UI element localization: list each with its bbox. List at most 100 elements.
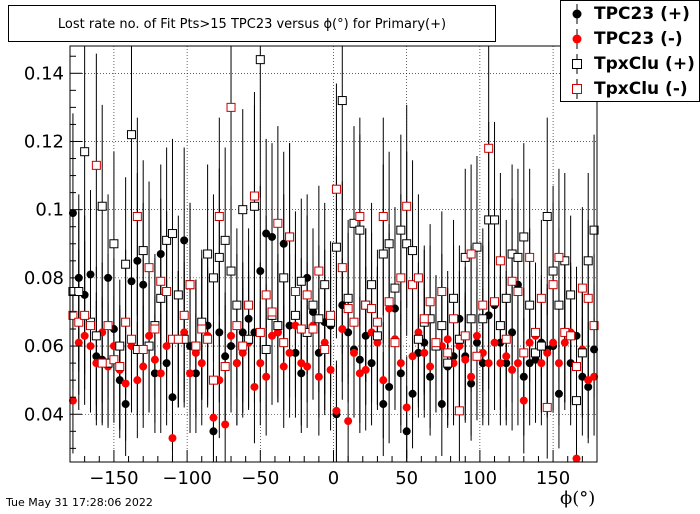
data-point xyxy=(531,355,540,364)
data-point xyxy=(168,393,177,402)
data-point xyxy=(97,201,107,211)
data-point xyxy=(536,293,546,303)
data-point xyxy=(472,338,481,347)
data-point xyxy=(583,256,593,266)
data-point xyxy=(396,359,405,368)
data-point xyxy=(285,321,294,330)
data-point xyxy=(379,376,388,385)
data-point xyxy=(232,359,241,368)
data-point xyxy=(267,307,277,317)
data-point xyxy=(109,239,119,249)
data-point xyxy=(495,321,505,331)
data-point xyxy=(126,130,136,140)
data-point xyxy=(121,400,130,409)
data-point xyxy=(367,359,376,368)
data-point xyxy=(385,382,394,391)
data-point xyxy=(285,232,295,242)
data-point xyxy=(156,293,166,303)
data-point xyxy=(426,362,435,371)
data-point xyxy=(548,266,558,276)
data-point xyxy=(296,324,306,334)
data-point xyxy=(349,348,358,357)
data-point xyxy=(214,252,224,262)
data-point xyxy=(208,273,218,283)
data-point xyxy=(590,372,599,381)
data-point xyxy=(127,277,136,286)
data-point xyxy=(303,362,312,371)
data-point xyxy=(344,328,353,337)
data-point xyxy=(309,307,318,316)
data-point xyxy=(566,331,576,341)
data-point xyxy=(273,328,282,337)
data-point xyxy=(349,317,359,327)
data-point xyxy=(197,359,206,368)
data-point xyxy=(320,338,329,347)
y-tick-label: 0.04 xyxy=(24,404,64,425)
data-point xyxy=(167,229,177,239)
data-point xyxy=(549,338,558,347)
data-point xyxy=(554,252,564,262)
data-point xyxy=(191,348,200,357)
data-point xyxy=(255,327,265,337)
data-point xyxy=(121,379,130,388)
data-point xyxy=(249,201,259,211)
data-point xyxy=(121,259,131,269)
data-point xyxy=(566,290,576,300)
data-point xyxy=(408,352,417,361)
data-point xyxy=(408,246,418,256)
data-point xyxy=(133,256,142,265)
data-point xyxy=(314,372,323,381)
data-point xyxy=(508,328,517,337)
data-point xyxy=(92,352,101,361)
data-point xyxy=(68,396,77,405)
data-point xyxy=(543,348,552,357)
data-point xyxy=(238,205,248,215)
data-point xyxy=(437,287,447,297)
data-point xyxy=(472,351,482,361)
data-point xyxy=(115,376,124,385)
legend-marker-tpc23-plus xyxy=(572,4,582,24)
y-tick-label: 0.12 xyxy=(24,131,64,152)
data-point xyxy=(390,283,400,293)
data-point xyxy=(331,242,341,252)
x-axis-title: ϕ(°) xyxy=(560,488,596,509)
data-point xyxy=(221,352,230,361)
data-point xyxy=(519,372,528,381)
data-point xyxy=(584,382,593,391)
data-point xyxy=(502,359,511,368)
legend-label-tpxclu-plus: TpxClu (+) xyxy=(594,54,695,74)
data-point xyxy=(255,55,265,65)
data-point xyxy=(513,252,523,262)
data-point xyxy=(144,263,154,273)
data-point xyxy=(373,338,382,347)
legend-marker-tpxclu-plus xyxy=(572,54,582,74)
data-point xyxy=(86,342,95,351)
data-point xyxy=(338,325,347,334)
data-point xyxy=(226,266,236,276)
data-point xyxy=(173,290,183,300)
data-point xyxy=(572,362,582,372)
data-point xyxy=(291,348,300,357)
data-point xyxy=(139,280,148,289)
data-point xyxy=(279,362,288,371)
data-point xyxy=(478,359,487,368)
data-point xyxy=(467,372,476,381)
data-point xyxy=(519,396,528,405)
data-point xyxy=(501,293,511,303)
data-point xyxy=(273,321,283,331)
data-point xyxy=(109,355,119,365)
data-point xyxy=(168,434,177,443)
data-point xyxy=(238,348,247,357)
data-point xyxy=(115,362,125,372)
data-point xyxy=(378,211,388,221)
data-point xyxy=(337,96,347,106)
data-point xyxy=(273,218,283,228)
data-point xyxy=(296,276,306,286)
data-point xyxy=(261,290,271,300)
y-tick-label: 0.08 xyxy=(24,268,64,289)
data-point xyxy=(244,314,253,323)
data-point xyxy=(390,304,399,313)
legend-marker-tpc23-minus xyxy=(572,29,582,49)
data-point xyxy=(402,201,412,211)
legend-label-tpc23-minus: TPC23 (-) xyxy=(594,29,683,49)
